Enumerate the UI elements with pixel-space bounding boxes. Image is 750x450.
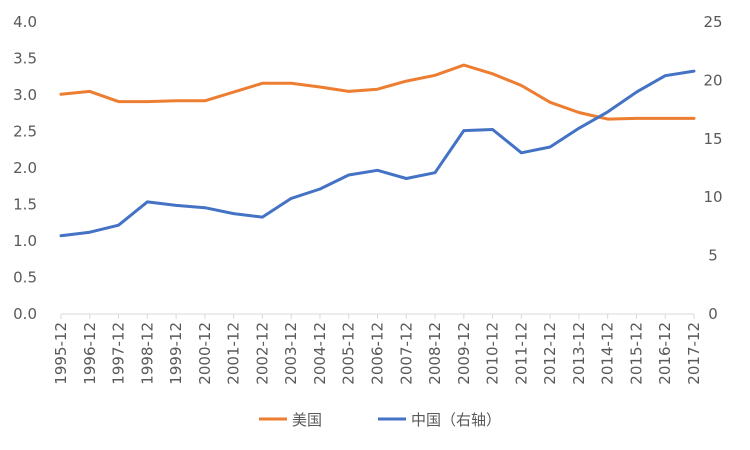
series-line-china — [59, 69, 696, 238]
series-group — [59, 63, 696, 238]
legend: 美国 中国（右轴） — [259, 411, 501, 429]
x-tick-label: 2003-12 — [282, 322, 300, 385]
x-tick-label: 2009-12 — [455, 322, 473, 385]
x-tick-label: 2008-12 — [426, 322, 444, 385]
x-tick-label: 2001-12 — [225, 322, 243, 385]
y-right-tick-label: 25 — [703, 13, 722, 31]
x-tick-label: 2004-12 — [311, 322, 329, 385]
x-tick-label: 2007-12 — [397, 322, 415, 385]
y-left-tick-label: 2.0 — [13, 159, 37, 177]
legend-label-china: 中国（右轴） — [411, 411, 501, 429]
x-tick-label: 2000-12 — [196, 322, 214, 385]
y-left-tick-label: 3.0 — [13, 86, 37, 104]
x-tick-label: 2006-12 — [369, 322, 387, 385]
legend-label-us: 美国 — [292, 411, 322, 429]
y-right-tick-label: 15 — [703, 130, 722, 148]
x-tick-label: 2017-12 — [685, 322, 703, 385]
x-tick-label: 2014-12 — [599, 322, 617, 385]
x-tick-label: 2012-12 — [541, 322, 559, 385]
axes-group: 1995-12 1996-12 1997-12 1998-12 1999-12 2000-… — [13, 13, 722, 385]
x-tick-label: 1995-12 — [52, 322, 70, 385]
x-tick-label: 2015-12 — [627, 322, 645, 385]
y-left-tick-label: 0.0 — [13, 305, 37, 323]
series-line-us — [59, 63, 696, 121]
x-tick-label: 1998-12 — [138, 322, 156, 385]
x-tick-label: 2010-12 — [484, 322, 502, 385]
y-left-tick-label: 2.5 — [13, 123, 37, 141]
y-left-tick-label: 3.5 — [13, 50, 37, 68]
y-left-tick-label: 1.0 — [13, 232, 37, 250]
x-tick-label: 2002-12 — [253, 322, 271, 385]
x-tick-label: 1996-12 — [81, 322, 99, 385]
y-right-tick-label: 10 — [703, 188, 722, 206]
x-tick-label: 1999-12 — [167, 322, 185, 385]
x-tick-label: 2013-12 — [570, 322, 588, 385]
x-tick-label: 1997-12 — [110, 322, 128, 385]
y-left-tick-label: 4.0 — [13, 13, 37, 31]
y-right-tick-label: 20 — [703, 71, 722, 89]
y-right-tick-label: 0 — [708, 305, 718, 323]
y-right-tick-label: 5 — [708, 247, 718, 265]
x-tick-label: 2005-12 — [340, 322, 358, 385]
x-tick-label: 2011-12 — [512, 322, 530, 385]
y-left-tick-label: 1.5 — [13, 196, 37, 214]
x-tick-label: 2016-12 — [656, 322, 674, 385]
y-left-tick-label: 0.5 — [13, 269, 37, 287]
